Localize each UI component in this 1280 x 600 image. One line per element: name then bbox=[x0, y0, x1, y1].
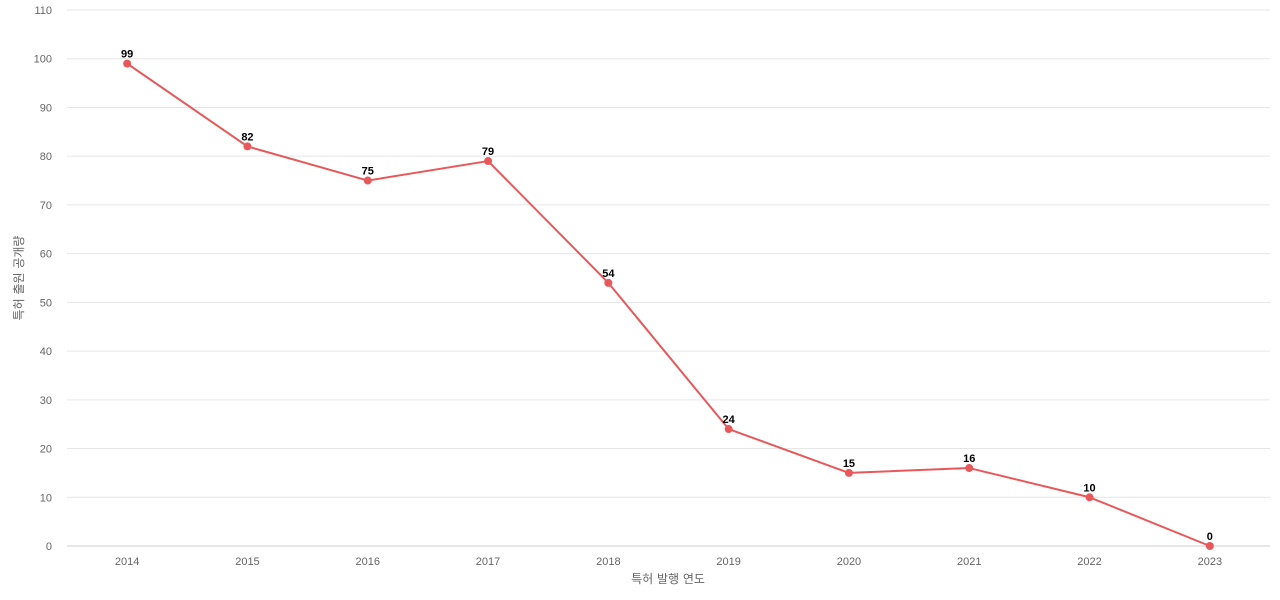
x-axis-ticks: 2014 2015 2016 2017 2018 2019 2020 2021 2022 2023 bbox=[115, 556, 1222, 568]
x-tick-label: 2020 bbox=[837, 556, 861, 568]
x-tick-label: 2014 bbox=[115, 556, 139, 568]
data-label: 75 bbox=[362, 166, 374, 178]
x-tick-label: 2021 bbox=[957, 556, 981, 568]
x-tick-label: 2023 bbox=[1198, 556, 1222, 568]
y-tick-label: 40 bbox=[40, 346, 52, 358]
y-axis-title: 특허 출원 공개량 bbox=[12, 236, 26, 321]
data-label: 99 bbox=[121, 49, 133, 61]
x-tick-label: 2018 bbox=[596, 556, 620, 568]
data-label: 0 bbox=[1207, 531, 1213, 543]
y-tick-label: 50 bbox=[40, 297, 52, 309]
y-tick-label: 80 bbox=[40, 151, 52, 163]
data-point bbox=[123, 59, 132, 68]
data-label: 82 bbox=[241, 131, 253, 143]
data-point bbox=[604, 278, 613, 287]
x-axis-title: 특허 발행 연도 bbox=[631, 571, 705, 586]
data-point bbox=[243, 142, 252, 151]
data-labels: 99 82 75 79 54 24 15 16 10 0 bbox=[121, 49, 1213, 543]
data-point bbox=[1085, 493, 1094, 502]
data-point bbox=[363, 176, 372, 185]
series-line bbox=[126, 62, 1211, 547]
x-tick-label: 2019 bbox=[716, 556, 740, 568]
data-label: 79 bbox=[482, 146, 494, 158]
y-tick-label: 100 bbox=[34, 54, 52, 66]
y-tick-label: 10 bbox=[40, 492, 52, 504]
data-label: 15 bbox=[843, 458, 855, 470]
y-tick-label: 70 bbox=[40, 200, 52, 212]
y-tick-label: 30 bbox=[40, 395, 52, 407]
data-point bbox=[1205, 542, 1214, 550]
data-point bbox=[965, 464, 974, 473]
x-tick-label: 2022 bbox=[1077, 556, 1101, 568]
x-tick-label: 2016 bbox=[356, 556, 380, 568]
y-tick-label: 110 bbox=[34, 5, 52, 17]
y-axis-ticks: 0 10 20 30 40 50 60 70 80 90 100 110 bbox=[34, 5, 52, 553]
y-tick-label: 60 bbox=[40, 249, 52, 261]
x-tick-label: 2017 bbox=[476, 556, 500, 568]
y-tick-label: 90 bbox=[40, 102, 52, 114]
data-label: 54 bbox=[602, 268, 615, 280]
grid-lines bbox=[67, 9, 1270, 547]
data-point bbox=[484, 157, 493, 166]
y-tick-label: 0 bbox=[46, 541, 52, 553]
data-point bbox=[844, 468, 853, 477]
data-point bbox=[724, 425, 733, 434]
y-tick-label: 20 bbox=[40, 444, 52, 456]
data-label: 24 bbox=[723, 414, 736, 426]
x-tick-label: 2015 bbox=[235, 556, 259, 568]
series-line-group bbox=[123, 59, 1214, 550]
data-label: 10 bbox=[1083, 482, 1095, 494]
data-label: 16 bbox=[963, 453, 975, 465]
